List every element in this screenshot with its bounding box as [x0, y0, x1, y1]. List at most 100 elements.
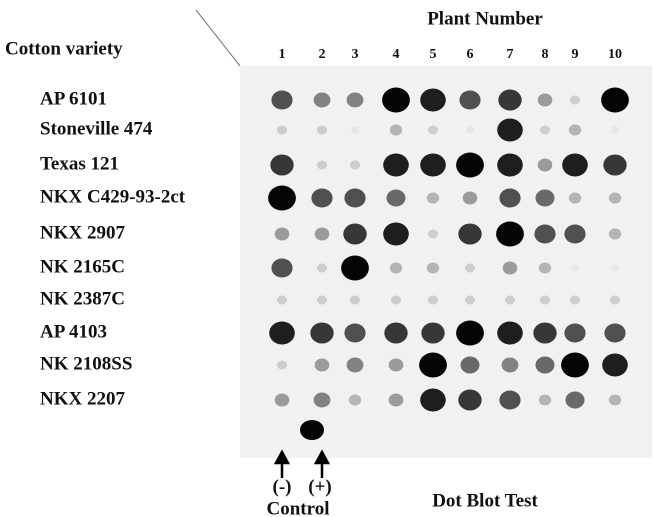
dot [351, 127, 359, 134]
dot [391, 296, 401, 305]
dot [569, 193, 581, 204]
dot [277, 126, 287, 135]
dot [269, 322, 295, 345]
dot [536, 190, 555, 207]
dot [428, 230, 438, 239]
dot [496, 222, 524, 247]
dot [315, 228, 330, 241]
dot [562, 154, 588, 177]
dot [497, 322, 523, 345]
dot [505, 296, 515, 305]
dot [420, 154, 446, 177]
dot [499, 391, 520, 410]
dot [420, 89, 446, 112]
dot [456, 321, 484, 346]
dot [536, 357, 555, 374]
column-number: 7 [507, 47, 514, 62]
dot [310, 323, 333, 344]
variety-label: AP 6101 [40, 88, 107, 109]
dot [609, 395, 621, 406]
column-number: 3 [352, 47, 359, 62]
variety-label: NK 2387C [40, 288, 125, 309]
dot [314, 93, 331, 108]
dot [384, 323, 407, 344]
dot [461, 357, 480, 374]
dot [317, 126, 327, 135]
dot [268, 186, 296, 211]
dot [570, 96, 580, 105]
control-label: Control [267, 498, 330, 517]
dot [540, 296, 550, 305]
variety-label: NK 2165C [40, 256, 125, 277]
dot [311, 189, 332, 208]
figure: Plant Number Cotton variety (-) (+) Cont… [0, 0, 655, 517]
page: Plant Number Cotton variety (-) (+) Cont… [0, 0, 655, 517]
dot [317, 264, 327, 273]
dot [314, 393, 331, 408]
dot [561, 353, 589, 378]
dot [564, 324, 585, 343]
dot [344, 324, 365, 343]
dot [497, 154, 523, 177]
dot [347, 93, 364, 108]
dot [564, 225, 585, 244]
dot [270, 155, 293, 176]
dot [387, 190, 406, 207]
row-heading: Cotton variety [5, 38, 123, 59]
dot [420, 389, 446, 412]
dot [538, 159, 553, 172]
dot [458, 224, 481, 245]
column-number: 8 [542, 47, 549, 62]
dot [569, 125, 581, 136]
dot [390, 125, 402, 136]
dot [427, 263, 439, 274]
dot [275, 228, 290, 241]
corner-line [196, 10, 240, 66]
dot [456, 153, 484, 178]
control-dot [300, 420, 324, 440]
dot [540, 126, 550, 135]
dot [428, 296, 438, 305]
positive-control: (+) [308, 476, 331, 497]
dot [389, 394, 404, 407]
plant-number-title: Plant Number [427, 8, 543, 29]
dot [419, 353, 447, 378]
dot [271, 259, 292, 278]
column-number: 2 [319, 47, 326, 62]
dot [497, 119, 523, 142]
dot [350, 161, 360, 170]
dot [611, 127, 619, 134]
dot [463, 192, 478, 205]
negative-control: (-) [273, 476, 292, 497]
dot [459, 91, 480, 110]
dot [570, 296, 580, 305]
dot [421, 323, 444, 344]
dot [382, 88, 410, 113]
column-number: 10 [608, 47, 622, 62]
dot [503, 262, 518, 275]
column-number: 5 [430, 47, 437, 62]
variety-label: NKX 2207 [40, 388, 125, 409]
variety-label: Texas 121 [40, 153, 119, 174]
dot [383, 154, 409, 177]
dot [458, 390, 481, 411]
dot [610, 296, 620, 305]
dot [344, 189, 365, 208]
dot [465, 296, 475, 305]
dot [427, 193, 439, 204]
dot [317, 161, 327, 170]
dot [383, 223, 409, 246]
dot [275, 394, 290, 407]
column-number: 6 [467, 47, 474, 62]
dot [349, 395, 361, 406]
dot [315, 359, 330, 372]
dot [317, 296, 327, 305]
dot [466, 127, 474, 134]
dot [609, 229, 621, 240]
dot [604, 324, 625, 343]
column-number: 1 [279, 47, 286, 62]
dot [343, 224, 366, 245]
variety-label: AP 4103 [40, 321, 107, 342]
dot [609, 193, 621, 204]
dot [498, 90, 521, 111]
